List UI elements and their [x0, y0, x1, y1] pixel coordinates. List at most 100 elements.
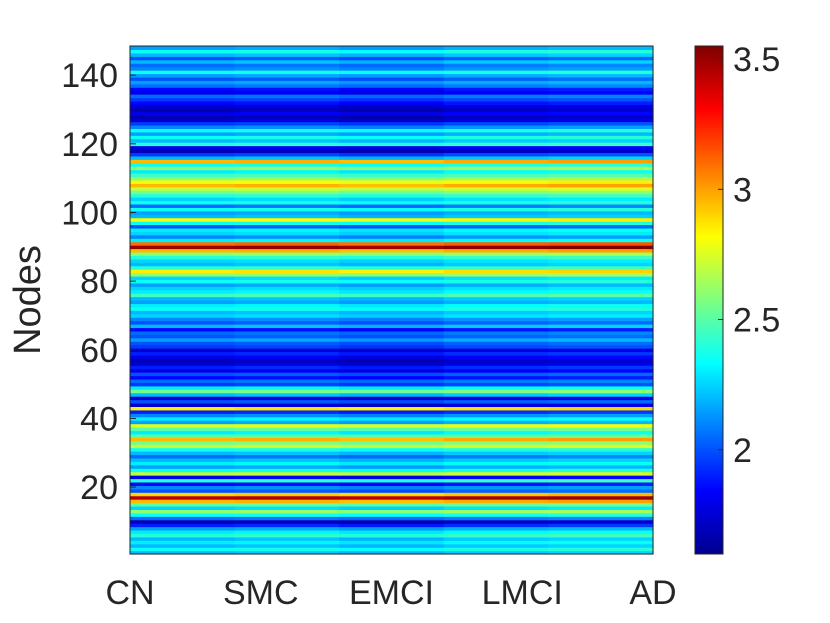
heatmap-cell — [130, 423, 236, 428]
heatmap-cell — [443, 186, 549, 191]
heatmap-cell — [548, 547, 654, 552]
heatmap-cell — [234, 73, 340, 78]
heatmap-cell — [339, 152, 445, 157]
heatmap-cell — [130, 80, 236, 85]
heatmap-cell — [443, 289, 549, 294]
heatmap-cell — [130, 186, 236, 191]
heatmap-cell — [130, 334, 236, 339]
heatmap-cell — [548, 46, 654, 51]
heatmap-cell — [130, 543, 236, 548]
heatmap-cell — [443, 56, 549, 61]
heatmap-cell — [234, 296, 340, 301]
heatmap-cell — [339, 97, 445, 102]
heatmap-cell — [130, 176, 236, 181]
heatmap-cell — [339, 186, 445, 191]
heatmap-cell — [339, 420, 445, 425]
heatmap-cell — [339, 317, 445, 322]
heatmap-cell — [234, 197, 340, 202]
heatmap-cell — [234, 420, 340, 425]
heatmap-cell — [443, 114, 549, 119]
heatmap-cell — [130, 142, 236, 147]
heatmap-cell — [130, 389, 236, 394]
heatmap-cell — [548, 454, 654, 459]
heatmap-cell — [548, 540, 654, 545]
heatmap-cell — [130, 128, 236, 133]
heatmap-cell — [339, 382, 445, 387]
heatmap-cell — [130, 296, 236, 301]
heatmap-cell — [234, 104, 340, 109]
heatmap-cell — [130, 138, 236, 143]
heatmap-cell — [548, 73, 654, 78]
heatmap-cell — [339, 536, 445, 541]
heatmap-cell — [130, 231, 236, 236]
heatmap-cell — [339, 358, 445, 363]
heatmap-cell — [130, 289, 236, 294]
heatmap-cell — [130, 468, 236, 473]
heatmap-cell — [443, 207, 549, 212]
heatmap-cell — [130, 275, 236, 280]
heatmap-cell — [443, 499, 549, 504]
heatmap-cell — [548, 512, 654, 517]
heatmap-cell — [339, 197, 445, 202]
heatmap-cell — [234, 396, 340, 401]
heatmap-cell — [548, 258, 654, 263]
heatmap-cell — [339, 111, 445, 116]
heatmap-cell — [443, 265, 549, 270]
heatmap-cell — [339, 269, 445, 274]
heatmap-cell — [548, 430, 654, 435]
heatmap-cell — [548, 272, 654, 277]
heatmap-cell — [443, 70, 549, 75]
heatmap-cell — [339, 49, 445, 54]
heatmap-cell — [234, 481, 340, 486]
heatmap-cell — [443, 142, 549, 147]
heatmap-cell — [443, 488, 549, 493]
heatmap-cell — [443, 536, 549, 541]
heatmap-cell — [234, 138, 340, 143]
heatmap-cell — [548, 97, 654, 102]
heatmap-cell — [234, 241, 340, 246]
heatmap-cell — [443, 80, 549, 85]
x-tick-label: SMC — [223, 574, 299, 612]
heatmap-cell — [339, 313, 445, 318]
x-tick-label: LMCI — [482, 574, 563, 612]
heatmap-cell — [443, 200, 549, 205]
heatmap-cell — [339, 148, 445, 153]
heatmap-cell — [548, 310, 654, 315]
heatmap-cell — [339, 118, 445, 123]
heatmap-cell — [548, 348, 654, 353]
heatmap-cell — [130, 210, 236, 215]
heatmap-cell — [548, 282, 654, 287]
heatmap-cell — [234, 516, 340, 521]
heatmap-cell — [339, 272, 445, 277]
heatmap-cell — [548, 76, 654, 81]
heatmap-cell — [339, 193, 445, 198]
heatmap-cell — [443, 190, 549, 195]
heatmap-cell — [548, 416, 654, 421]
heatmap-cell — [339, 200, 445, 205]
heatmap-cell — [234, 533, 340, 538]
heatmap-cell — [130, 533, 236, 538]
heatmap-cell — [339, 124, 445, 129]
heatmap-cell — [443, 214, 549, 219]
heatmap-cell — [339, 337, 445, 342]
colorbar-tick-label: 3.5 — [733, 41, 780, 79]
heatmap-cell — [130, 234, 236, 239]
heatmap-cell — [443, 262, 549, 267]
heatmap-cell — [548, 536, 654, 541]
heatmap-cell — [339, 375, 445, 380]
heatmap-cell — [548, 392, 654, 397]
heatmap-cell — [548, 251, 654, 256]
heatmap-cell — [443, 389, 549, 394]
heatmap-cell — [130, 382, 236, 387]
heatmap-cell — [234, 461, 340, 466]
heatmap-cell — [339, 361, 445, 366]
heatmap-cell — [234, 423, 340, 428]
heatmap-cell — [130, 427, 236, 432]
x-tick-label: EMCI — [349, 574, 434, 612]
heatmap-cell — [130, 131, 236, 136]
heatmap-cell — [548, 481, 654, 486]
heatmap-cell — [443, 505, 549, 510]
heatmap-cell — [339, 478, 445, 483]
heatmap-cell — [443, 46, 549, 51]
heatmap-cell — [548, 265, 654, 270]
